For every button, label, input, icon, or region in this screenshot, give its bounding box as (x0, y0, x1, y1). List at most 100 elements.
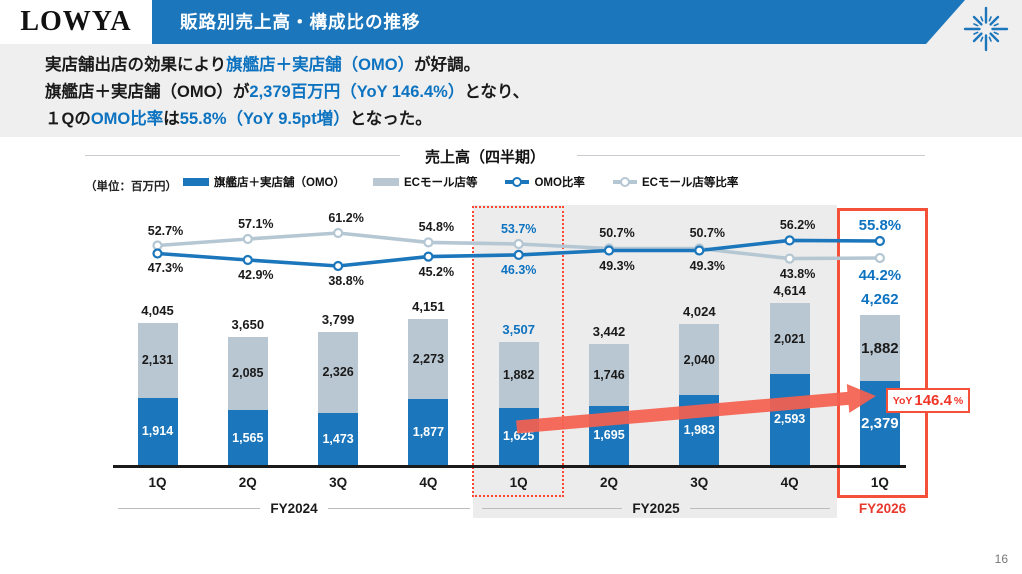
bar-segment-omo: 1,983 (679, 395, 720, 465)
summary-text: 実店舗出店の効果により旗艦店＋実店舗（OMO）が好調。 旗艦店＋実店舗（OMO）が… (45, 52, 529, 133)
ratio-point-label: 38.8% (328, 273, 364, 288)
bar-total-label: 4,614 (773, 283, 806, 299)
bar-segment-omo: 1,877 (408, 399, 449, 465)
legend-label: OMO比率 (534, 177, 585, 189)
fy2026-group-label: FY2026 (837, 500, 928, 516)
summary-text-segment: は (163, 110, 180, 128)
omo-bar-swatch (183, 178, 209, 186)
bar-total-label: 4,024 (683, 303, 716, 319)
bar-segment-omo: 1,695 (589, 405, 629, 465)
summary-line: 旗艦店＋実店舗（OMO）が2,379百万円（YoY 146.4%）となり、 (45, 79, 529, 106)
bar-segment-ec: 2,085 (227, 336, 268, 411)
ratio-point-label: 42.9% (238, 267, 274, 282)
bar-segment-omo: 1,625 (498, 407, 539, 465)
title-rule-left (85, 155, 400, 156)
ratio-point-label: 49.3% (599, 258, 635, 273)
bar-segment-ec: 2,273 (408, 319, 449, 400)
fy2025-group-label: FY2025 (482, 500, 831, 516)
summary-text-segment: １Qの (45, 110, 91, 128)
yoy-callout: YoY 146.4 % (886, 388, 970, 413)
lowya-logo: LOWYA (20, 6, 132, 37)
summary-highlight: OMO比率 (90, 110, 164, 128)
ratio-point-label: 43.8% (779, 266, 816, 281)
omo-ratio-line-marker (505, 177, 530, 188)
bar-segment-ec: 2,326 (318, 331, 359, 414)
title-rule-right (577, 155, 925, 156)
ratio-point-label: 50.7% (599, 226, 635, 241)
ratio-point-label: 47.3% (147, 261, 184, 276)
ec-ratio-line-marker (612, 177, 637, 188)
fy-label: FY2025 (632, 500, 680, 516)
quarter-label: 2Q (238, 475, 257, 490)
yoy-suffix: % (953, 394, 964, 407)
ratio-point-label: 50.7% (689, 226, 726, 241)
fy-rule (482, 507, 623, 509)
ratio-point-label: 56.2% (779, 218, 816, 233)
yoy-value: 146.4 (914, 392, 952, 409)
bar-total-label: 4,262 (861, 291, 899, 309)
quarter-label: 4Q (419, 475, 438, 490)
ec-bar-swatch (372, 178, 399, 186)
bar-total-label: 4,151 (412, 299, 445, 315)
quarter-label: 3Q (690, 475, 709, 490)
ratio-point-label: 55.8% (858, 216, 902, 234)
quarter-label: 1Q (148, 475, 167, 490)
bar-total-label: 4,045 (141, 303, 174, 319)
bar-total-label: 3,650 (231, 316, 265, 332)
legend-label: ECモール店等 (403, 177, 478, 189)
yoy-prefix: YoY (892, 394, 913, 407)
bar-segment-ec: 1,882 (498, 341, 539, 408)
quarter-label: 3Q (329, 475, 348, 490)
bar-segment-omo: 2,593 (769, 373, 810, 465)
legend-item-ec-bar: ECモール店等 (372, 174, 478, 190)
starburst-icon (963, 6, 1009, 52)
legend-item-omo-bar: 旗艦店＋実店舗（OMO） (183, 174, 345, 190)
current-quarter-red-frame (837, 208, 928, 498)
x-axis-line (113, 465, 906, 468)
bar-segment-ec: 2,021 (769, 303, 810, 374)
ratio-point-label: 44.2% (858, 267, 902, 285)
ratio-point-label: 46.3% (500, 262, 537, 277)
bar-segment-omo: 1,473 (318, 413, 359, 465)
fy-label: FY2026 (858, 500, 907, 516)
ratio-point-label: 53.7% (500, 222, 537, 237)
summary-highlight: 2,379百万円（YoY 146.4%） (249, 83, 465, 101)
unit-label: （単位：百万円） (85, 181, 177, 193)
legend-item-omo-ratio: OMO比率 (505, 174, 585, 190)
quarter-label: 2Q (599, 475, 618, 490)
ratio-point-label: 57.1% (238, 217, 274, 232)
summary-line: 実店舗出店の効果により旗艦店＋実店舗（OMO）が好調。 (45, 52, 529, 79)
ratio-point-label: 61.2% (328, 211, 364, 225)
summary-line: １QのOMO比率は55.8%（YoY 9.5pt増）となった。 (45, 106, 529, 133)
summary-text-segment: となり、 (464, 83, 530, 101)
bar-segment-ec: 1,882 (859, 315, 900, 382)
prior-quarter-dotted-frame (472, 206, 564, 497)
summary-text-segment: が好調。 (414, 56, 481, 74)
ratio-point-label: 52.7% (147, 223, 184, 238)
bar-segment-omo: 1,914 (137, 397, 178, 465)
bar-segment-ec: 1,746 (589, 344, 629, 406)
page-number: 16 (994, 552, 1008, 566)
summary-text-segment: 旗艦店＋実店舗（OMO）が (45, 83, 250, 101)
ratio-point-label: 49.3% (689, 258, 726, 273)
summary-highlight: 旗艦店＋実店舗（OMO） (226, 56, 415, 74)
fy-rule (118, 507, 261, 509)
chart-title: 売上高（四半期） (424, 149, 545, 166)
logo-box: LOWYA (0, 0, 152, 44)
fy-rule (327, 507, 471, 509)
bar-total-label: 3,442 (592, 324, 626, 340)
slide-title-banner: 販路別売上高・構成比の推移 (152, 0, 965, 44)
quarter-label: 1Q (870, 475, 889, 490)
legend-label: 旗艦店＋実店舗（OMO） (214, 177, 345, 189)
bar-total-label: 3,799 (321, 311, 355, 327)
ratio-point-label: 54.8% (418, 220, 455, 235)
quarter-label: 4Q (780, 475, 799, 490)
fy-rule (689, 507, 831, 509)
summary-text-segment: 実店舗出店の効果により (45, 56, 227, 74)
slide-title: 販路別売上高・構成比の推移 (180, 12, 421, 32)
quarter-label: 1Q (509, 475, 528, 490)
bar-segment-ec: 2,040 (679, 323, 720, 396)
bar-segment-ec: 2,131 (137, 323, 178, 398)
